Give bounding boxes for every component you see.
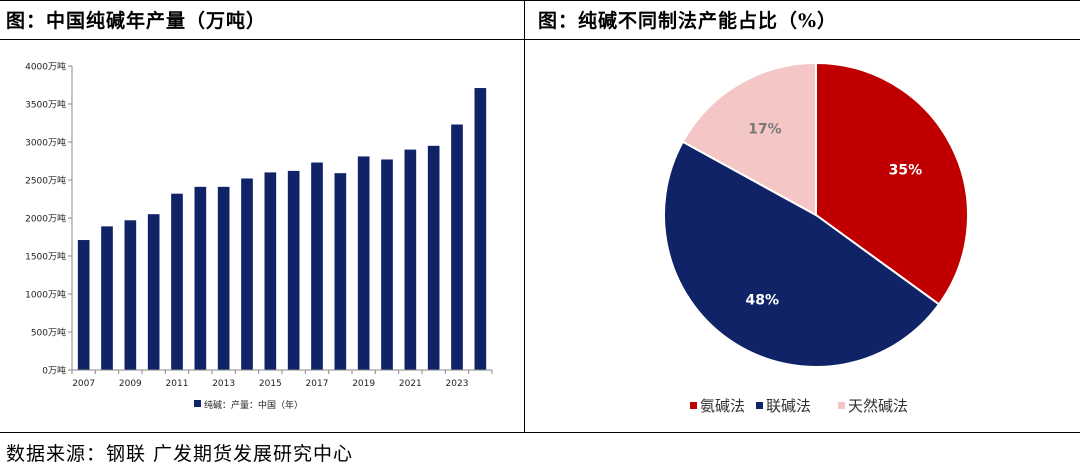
y-tick-label: 4000万吨 [25,61,66,73]
bar-2010 [147,214,160,370]
y-tick-label: 0万吨 [42,365,66,377]
title-rule [0,39,1080,40]
x-tick-label: 2011 [166,379,189,389]
legend-swatch [756,402,763,409]
x-tick-label: 2009 [119,379,142,389]
bar-2023 [451,124,463,371]
bar-2014 [241,178,253,370]
y-tick-label: 2500万吨 [25,175,66,187]
pie-data-label: 17% [748,122,782,138]
x-tick-label: 2015 [259,379,282,389]
bar-2016 [287,170,300,370]
pie-slice-2 [663,140,941,369]
legend-label: 氨碱法 [700,397,745,415]
data-source-note: 数据来源：钢联 广发期货发展研究中心 [6,443,354,465]
bar-2009 [124,220,137,370]
bar-2013 [217,186,230,370]
bar-2012 [194,186,207,370]
right-chart-title: 图：纯碱不同制法产能占比（%） [538,10,838,32]
x-tick-label: 2007 [72,379,95,389]
bar-2024 [474,88,487,370]
panel-divider [524,0,525,432]
y-tick-label: 500万吨 [31,327,66,339]
legend-label: 纯碱：产量：中国（年） [204,399,303,411]
x-tick-label: 2013 [212,379,235,389]
bottom-rule [0,432,1080,433]
bar-2015 [264,172,277,370]
bar-2021 [404,149,417,370]
y-tick-label: 3500万吨 [25,99,66,111]
y-tick-label: 1000万吨 [25,289,66,301]
legend-label: 联碱法 [766,397,811,415]
bar-2022 [427,145,440,370]
pie-data-label: 48% [745,293,779,309]
bar-2007 [77,240,90,370]
bar-2011 [171,193,183,370]
capacity-pie-chart: 35% 48% 17% 氨碱法 联碱法 天然碱法 [663,61,969,415]
legend-swatch [690,402,697,409]
x-tick-label: 2023 [446,379,469,389]
y-tick-label: 3000万吨 [25,137,66,149]
legend-swatch [194,400,201,407]
bar-2008 [101,226,113,370]
bar-2020 [381,159,393,370]
y-tick-label: 2000万吨 [25,213,66,225]
top-rule [0,0,1080,1]
pie-slice-1 [815,61,969,306]
pie-data-label: 35% [889,162,923,178]
bar-2019 [357,156,370,370]
x-tick-label: 2021 [399,379,422,389]
y-tick-label: 1500万吨 [25,251,66,263]
legend-label: 天然碱法 [848,397,908,415]
legend-swatch [838,402,845,409]
x-tick-label: 2017 [306,379,329,389]
pie-slice-3 [681,61,817,217]
bar-2017 [311,162,323,370]
production-bar-chart: 0万吨 500万吨 1000万吨 1500万吨 2000万吨 2500万吨 3000万吨 35… [25,61,493,411]
x-tick-label: 2019 [352,379,375,389]
left-chart-title: 图：中国纯碱年产量（万吨） [6,10,267,32]
bar-2018 [334,173,347,370]
